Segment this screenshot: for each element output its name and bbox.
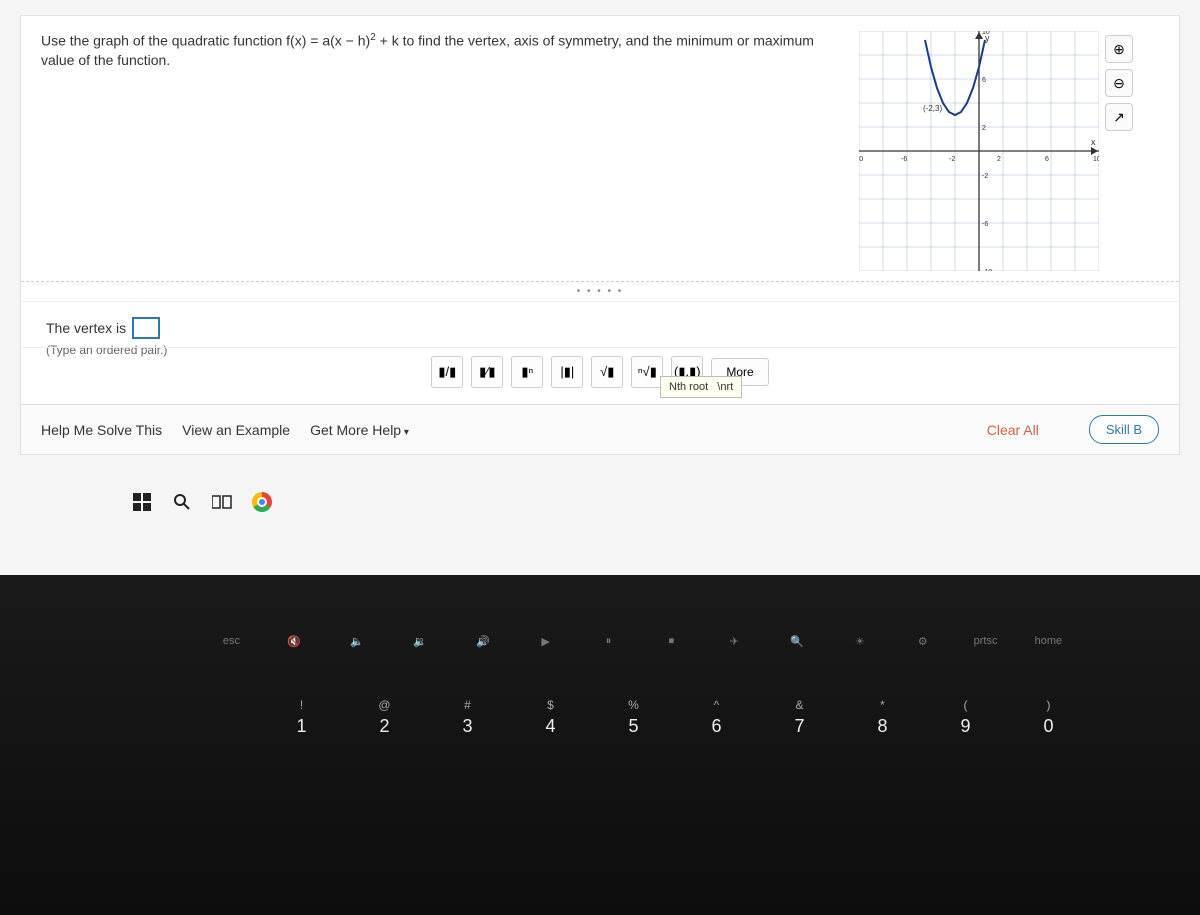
popout-button[interactable]: ↗: [1105, 103, 1133, 131]
svg-text:-2: -2: [949, 156, 955, 163]
number-key: *8: [853, 698, 913, 737]
fn-key: 🔇: [269, 635, 319, 648]
windows-icon: [133, 493, 151, 511]
palette-button-1[interactable]: ▮⁄▮: [471, 356, 503, 388]
skill-builder-button[interactable]: Skill B: [1089, 415, 1159, 444]
fn-key: prtsc: [961, 635, 1011, 648]
svg-text:x: x: [1091, 137, 1096, 147]
number-key: !1: [272, 698, 332, 737]
graph-toolbar: ⊕ ⊖ ↗: [1099, 31, 1139, 271]
homework-panel: Use the graph of the quadratic function …: [20, 15, 1180, 455]
view-example-button[interactable]: View an Example: [182, 422, 290, 438]
fn-key: ✈: [709, 635, 759, 648]
math-palette: ▮/▮▮⁄▮▮ⁿ|▮|√▮ⁿ√▮(▮,▮) More Nth root \nrt: [21, 347, 1179, 396]
palette-button-2[interactable]: ▮ⁿ: [511, 356, 543, 388]
palette-button-4[interactable]: √▮: [591, 356, 623, 388]
number-key: &7: [770, 698, 830, 737]
help-me-solve-button[interactable]: Help Me Solve This: [41, 422, 162, 438]
task-view-icon: [212, 494, 232, 510]
number-key: )0: [1019, 698, 1079, 737]
fn-key: home: [1023, 635, 1073, 648]
nth-root-tooltip: Nth root \nrt: [660, 376, 742, 398]
fn-key: 🔈: [332, 635, 382, 648]
answer-line: The vertex is: [46, 317, 1154, 339]
svg-text:6: 6: [1045, 156, 1049, 163]
fn-key: 🔍: [772, 635, 822, 648]
svg-text:-10: -10: [859, 156, 863, 163]
svg-text:2: 2: [997, 156, 1001, 163]
fn-key: ▶: [521, 635, 571, 648]
number-key: (9: [936, 698, 996, 737]
chrome-button[interactable]: [250, 490, 274, 514]
fn-key: ⏸: [583, 635, 633, 648]
chrome-icon: [252, 492, 272, 512]
vertex-label: The vertex is: [46, 320, 126, 336]
footer-bar: Help Me Solve This View an Example Get M…: [21, 404, 1179, 454]
fn-key: esc: [206, 635, 256, 648]
search-button[interactable]: [170, 490, 194, 514]
zoom-out-button[interactable]: ⊖: [1105, 69, 1133, 97]
get-more-help-dropdown[interactable]: Get More Help: [310, 422, 409, 438]
fn-key: 🔊: [458, 635, 508, 648]
svg-text:-10: -10: [982, 269, 992, 271]
question-area: Use the graph of the quadratic function …: [21, 16, 1179, 282]
popout-icon: ↗: [1113, 109, 1125, 126]
question-text: Use the graph of the quadratic function …: [41, 31, 859, 271]
svg-text:-2: -2: [982, 173, 988, 180]
svg-text:-6: -6: [901, 156, 907, 163]
search-icon: [173, 493, 191, 511]
palette-button-0[interactable]: ▮/▮: [431, 356, 463, 388]
number-key: #3: [438, 698, 498, 737]
vertex-input[interactable]: [132, 317, 160, 339]
zoom-out-icon: ⊖: [1113, 75, 1125, 92]
zoom-in-button[interactable]: ⊕: [1105, 35, 1133, 63]
start-button[interactable]: [130, 490, 154, 514]
svg-text:2: 2: [982, 125, 986, 132]
zoom-in-icon: ⊕: [1113, 41, 1125, 58]
question-prefix: Use the graph of the quadratic function …: [41, 33, 370, 49]
palette-button-3[interactable]: |▮|: [551, 356, 583, 388]
graph-panel: xy-10-10-6-6-2-222661010(-2,3) ⊕ ⊖ ↗: [859, 31, 1159, 271]
windows-taskbar: [130, 490, 274, 514]
graph-canvas: xy-10-10-6-6-2-222661010(-2,3): [859, 31, 1099, 271]
laptop-keyboard: esc 🔇 🔈 🔉 🔊 ▶ ⏸ ⏹ ✈ 🔍 ☀ ⚙ prtsc home !1 @2 #3 $4 %5 ^6&7 *8…: [0, 575, 1200, 915]
svg-text:-6: -6: [982, 221, 988, 228]
fn-key: 🔉: [395, 635, 445, 648]
fn-key: ⏹: [646, 635, 696, 648]
fn-key-row: esc 🔇 🔈 🔉 🔊 ▶ ⏸ ⏹ ✈ 🔍 ☀ ⚙ prtsc home: [0, 575, 1200, 678]
number-key: %5: [604, 698, 664, 737]
svg-text:10: 10: [982, 31, 990, 36]
palette-button-5[interactable]: ⁿ√▮: [631, 356, 663, 388]
number-key: @2: [355, 698, 415, 737]
number-key: ^6: [687, 698, 747, 737]
divider-handle[interactable]: • • • • •: [21, 282, 1179, 302]
clear-all-button[interactable]: Clear All: [987, 422, 1039, 438]
number-key: $4: [521, 698, 581, 737]
number-key-row: !1 @2 #3 $4 %5 ^6&7 *8 (9 )0: [0, 678, 1200, 757]
svg-text:(-2,3): (-2,3): [923, 104, 942, 113]
fn-key: ☀: [835, 635, 885, 648]
fn-key: ⚙: [898, 635, 948, 648]
svg-text:6: 6: [982, 77, 986, 84]
task-view-button[interactable]: [210, 490, 234, 514]
